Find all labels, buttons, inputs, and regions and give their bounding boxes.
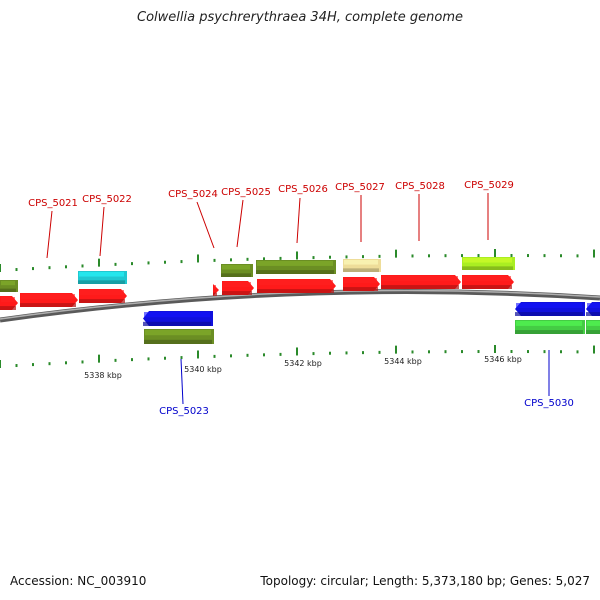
ruler-label: 5344 kbp bbox=[384, 357, 422, 366]
cog-box-cps-5030 bbox=[515, 320, 585, 334]
gene-arrow-cps-5023 bbox=[143, 311, 213, 326]
ruler-label: 5340 kbp bbox=[184, 365, 222, 374]
leader-line bbox=[180, 358, 184, 405]
genome-summary: Topology: circular; Length: 5,373,180 bp… bbox=[260, 574, 590, 588]
gene-label-cps-5027[interactable]: CPS_5027 bbox=[335, 182, 385, 193]
cog-box-cps-5023 bbox=[144, 329, 214, 344]
feature-track bbox=[0, 257, 600, 344]
ruler-labels: 5338 kbp 5340 kbp 5342 kbp 5344 kbp 5346 kbp bbox=[84, 355, 522, 380]
gene-labels: CPS_5021 CPS_5022 CPS_5023 CPS_5024 CPS_5025… bbox=[28, 180, 574, 417]
outer-tick-track bbox=[0, 249, 595, 272]
ruler-label: 5338 kbp bbox=[84, 371, 122, 380]
gene-arrow-cps-5029 bbox=[462, 275, 514, 289]
gene-arrow-cps-5022 bbox=[79, 289, 127, 303]
gene-arrow bbox=[586, 302, 600, 316]
cog-box-cps-5022 bbox=[78, 271, 127, 284]
gene-label-cps-5028[interactable]: CPS_5028 bbox=[395, 181, 445, 192]
gene-label-cps-5030[interactable]: CPS_5030 bbox=[524, 398, 574, 409]
gene-label-cps-5024[interactable]: CPS_5024 bbox=[168, 189, 218, 200]
gene-label-cps-5025[interactable]: CPS_5025 bbox=[221, 187, 271, 198]
gene-arrow-cps-5026 bbox=[257, 279, 336, 293]
gene-arrow-cps-5030 bbox=[515, 302, 585, 316]
gene-arrow-cps-5025 bbox=[222, 281, 254, 295]
ruler-label: 5346 kbp bbox=[484, 355, 522, 364]
gene-label-cps-5022[interactable]: CPS_5022 bbox=[82, 194, 132, 205]
ruler-label: 5342 kbp bbox=[284, 359, 322, 368]
gene-arrow-cps-5028 bbox=[381, 275, 461, 289]
gene-label-cps-5029[interactable]: CPS_5029 bbox=[464, 180, 514, 191]
gene-arrow bbox=[0, 296, 18, 310]
cog-box-cps-5029 bbox=[462, 257, 515, 270]
leader-line bbox=[46, 210, 53, 259]
cog-box-cps-5025 bbox=[221, 264, 253, 277]
leader-line bbox=[296, 197, 301, 244]
accession-text: Accession: NC_003910 bbox=[10, 574, 147, 588]
gene-label-cps-5021[interactable]: CPS_5021 bbox=[28, 198, 78, 209]
gene-arrow-cps-5027 bbox=[343, 277, 380, 291]
cog-box bbox=[586, 320, 600, 334]
leader-line bbox=[236, 199, 244, 248]
cog-box bbox=[0, 280, 18, 292]
gene-label-cps-5023[interactable]: CPS_5023 bbox=[159, 406, 209, 417]
cog-box-cps-5027 bbox=[343, 259, 381, 272]
gene-label-cps-5026[interactable]: CPS_5026 bbox=[278, 184, 328, 195]
inner-tick-track bbox=[0, 345, 595, 368]
gene-arrow-cps-5024 bbox=[213, 284, 219, 296]
cog-box-cps-5026 bbox=[256, 260, 336, 274]
leader-line bbox=[196, 201, 215, 249]
genome-title: Colwellia psychrerythraea 34H, complete … bbox=[137, 10, 463, 25]
leader-line bbox=[99, 206, 105, 257]
gene-arrow-cps-5021 bbox=[20, 293, 78, 307]
